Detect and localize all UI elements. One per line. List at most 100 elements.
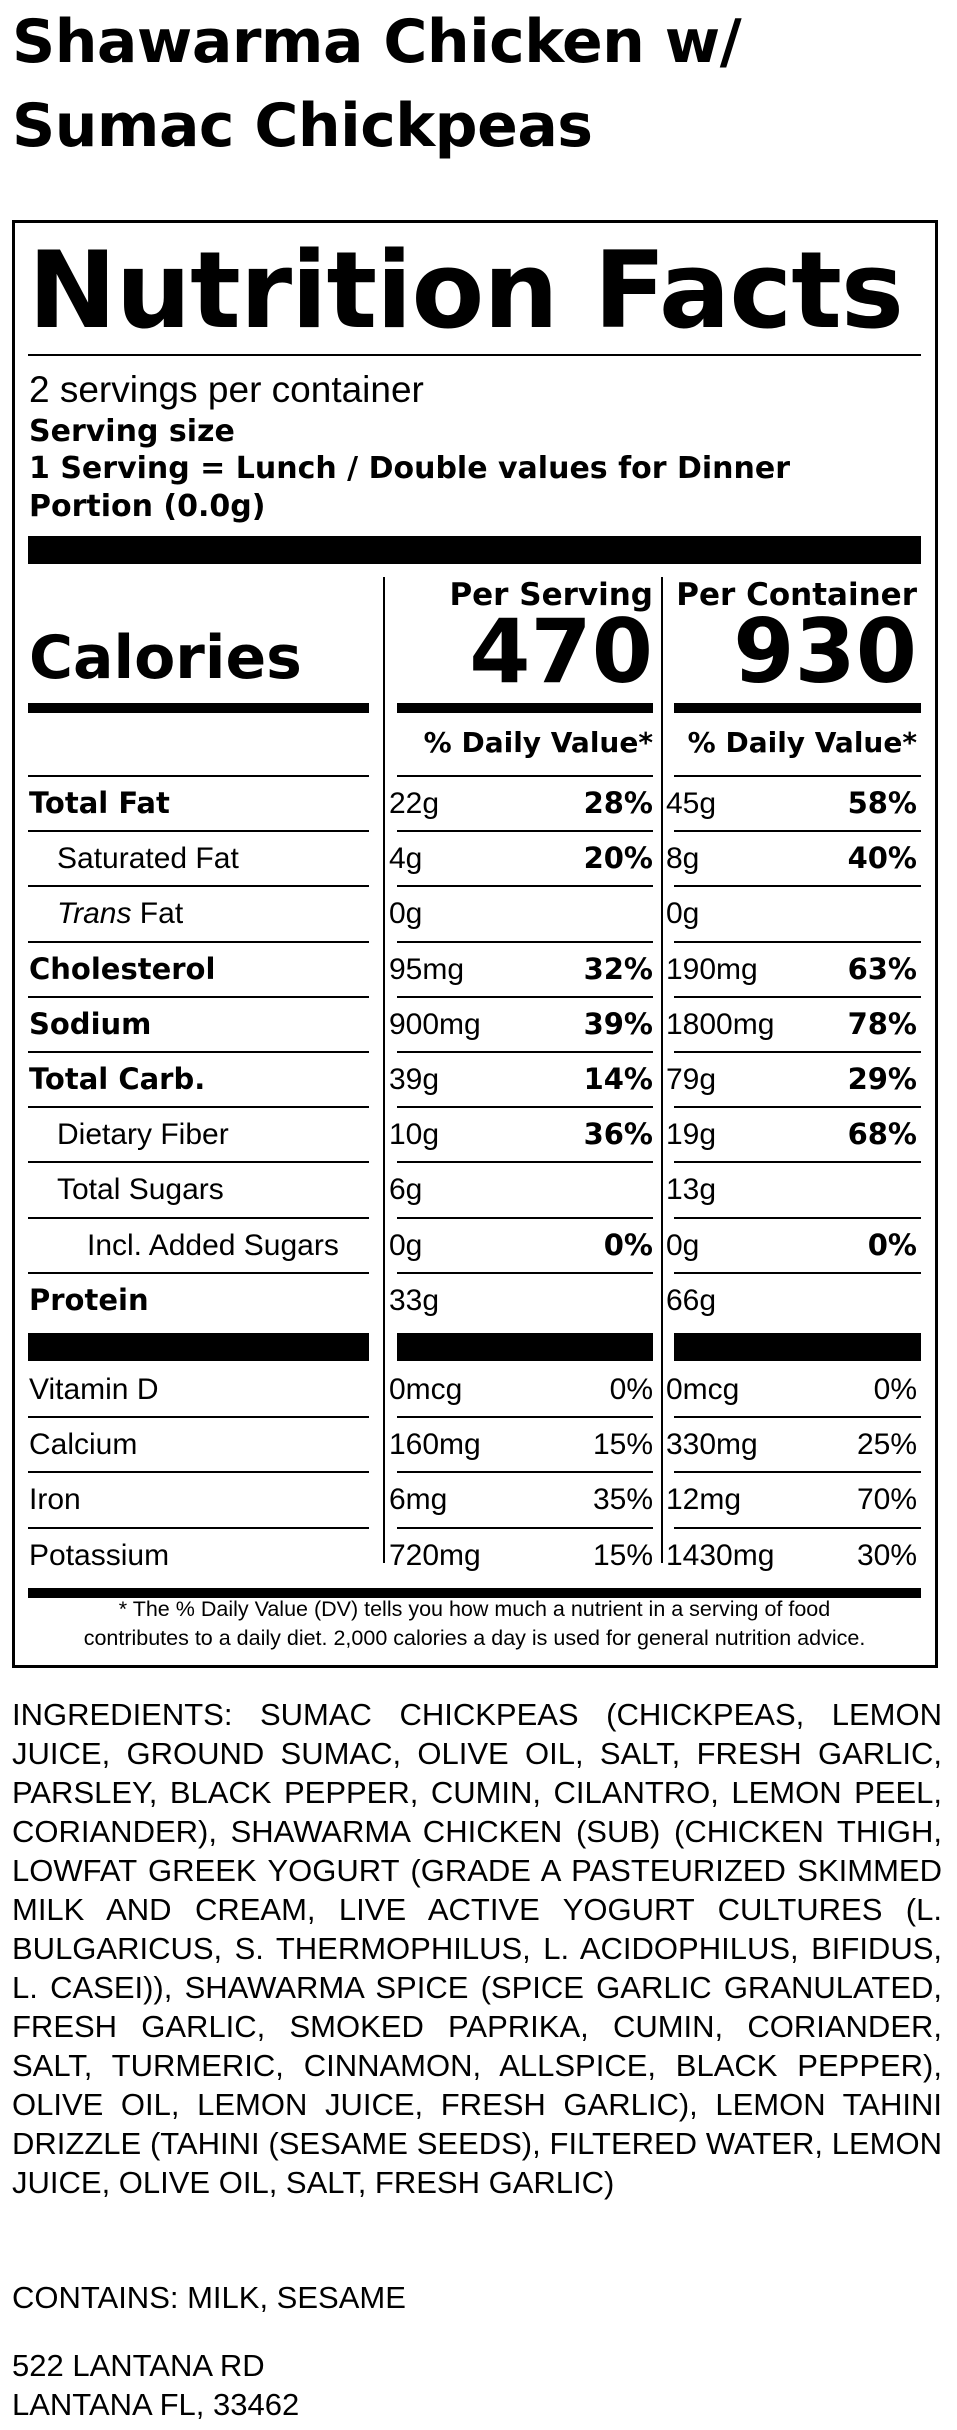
column-divider-left [383,577,385,1563]
serving-amount: 4g [389,842,423,876]
row-rule-mid [397,1216,653,1219]
serving-amount: 900mg [389,1007,481,1041]
serving-daily-value: 15% [592,1428,653,1462]
row-rule-right [674,995,921,998]
vitamin-rule-right [674,1526,921,1529]
nutrient-name: Iron [29,1483,81,1517]
row-rule-right [674,940,921,943]
row-rule-mid [397,1051,653,1053]
container-amount: 19g [666,1118,717,1152]
vitamin-rule-mid [397,1471,653,1474]
serving-amount: 39g [389,1063,440,1096]
ingredients-text: INGREDIENTS: SUMAC CHICKPEAS (CHICKPEAS,… [12,1697,942,2200]
nutrient-name: Sodium [29,1006,152,1041]
nutrient-name: Total Sugars [57,1173,224,1207]
row-rule-left [28,830,369,833]
row-rule-right [674,1106,921,1109]
row-rule-left [28,1161,369,1164]
serving-daily-value: 0% [609,1373,653,1406]
container-amount: 0g [666,1228,700,1262]
vitamin-rule-left [28,1471,369,1474]
nutrient-name: Calcium [29,1428,138,1462]
nutrient-name: Trans Fat [57,899,183,929]
column-divider-right [661,577,663,1563]
row-rule-mid [397,1271,653,1274]
serving-amount: 0g [389,897,423,931]
container-amount: 0g [666,897,700,931]
row-rule-right [674,1216,921,1219]
row-rule-mid [397,1161,653,1164]
serving-daily-value: 14% [583,1062,653,1096]
container-amount: 13g [666,1173,717,1207]
serving-amount: 0g [389,1228,423,1262]
footnote-line-1: * The % Daily Value (DV) tells you how m… [118,1597,831,1621]
container-amount: 190mg [666,952,758,986]
container-daily-value: 58% [847,786,917,820]
nutrient-name: Total Carb. [29,1062,206,1096]
nutrient-name: Total Fat [29,786,170,820]
container-daily-value: 25% [856,1428,917,1462]
nutrient-name-italic: Trans [57,897,132,931]
row-rule-left [28,995,369,998]
address-line-2: LANTANA FL, 33462 [12,2387,300,2422]
serving-amount: 10g [389,1118,440,1152]
serving-amount: 720mg [389,1538,481,1572]
container-daily-value: 68% [847,1117,917,1152]
allergen-statement: CONTAINS: MILK, SESAME [12,2280,406,2315]
row-rule-right [674,1271,921,1274]
serving-size-label: Serving size [29,414,235,449]
thick-rule-vitamins-left [28,1333,369,1361]
nutrient-name: Potassium [29,1538,170,1572]
address-block: 522 LANTANA RD LANTANA FL, 33462 [12,2346,299,2424]
container-amount: 79g [666,1063,717,1096]
container-daily-value: 70% [856,1483,917,1517]
container-daily-value: 78% [847,1006,917,1041]
serving-amount: 0mcg [389,1373,463,1406]
serving-amount: 95mg [389,952,465,986]
container-amount: 1800mg [666,1007,775,1041]
serving-amount: 33g [389,1283,440,1317]
serving-daily-value: 36% [583,1117,653,1152]
calories-rule-mid [397,703,653,713]
nutrient-name: Saturated Fat [57,842,239,876]
row-rule-right [674,1051,921,1053]
nutrient-name: Cholesterol [29,951,216,986]
nutrient-name: Vitamin D [29,1373,159,1406]
vitamin-rule-mid [397,1526,653,1529]
container-amount: 330mg [666,1428,758,1462]
container-daily-value: 40% [847,841,917,876]
vitamin-rule-right [674,1471,921,1474]
daily-value-header-serving: % Daily Value* [423,726,653,759]
calories-label: Calories [29,623,302,693]
row-rule-top-left [28,775,369,777]
serving-amount: 6mg [389,1483,448,1517]
row-rule-left [28,1271,369,1274]
container-daily-value: 0% [873,1373,917,1406]
vitamin-rule-left [28,1526,369,1529]
container-amount: 12mg [666,1483,742,1517]
nutrition-facts-panel: Nutrition Facts 2 servings per container… [12,220,938,1668]
thick-rule-vitamins-mid [397,1333,653,1361]
row-rule-left [28,1051,369,1053]
bottom-rule [28,1587,921,1598]
nutrient-name: Protein [29,1282,149,1317]
heading-rule [28,354,921,356]
row-rule-left [28,940,369,943]
calories-rule-left [28,703,369,713]
daily-value-header-container: % Daily Value* [687,726,917,759]
container-amount: 45g [666,787,717,820]
row-rule-left [28,885,369,888]
vitamin-rule-right [674,1416,921,1419]
serving-daily-value: 15% [592,1538,653,1572]
row-rule-right [674,885,921,888]
row-rule-mid [397,830,653,833]
row-rule-mid [397,1106,653,1109]
thick-rule-vitamins-right [674,1333,921,1361]
container-daily-value: 30% [856,1538,917,1572]
serving-portion: Portion (0.0g) [29,489,266,524]
serving-daily-value: 28% [583,786,653,820]
row-rule-right [674,1161,921,1164]
container-daily-value: 0% [867,1227,917,1262]
row-rule-top-mid [397,775,653,777]
container-amount: 66g [666,1283,717,1317]
